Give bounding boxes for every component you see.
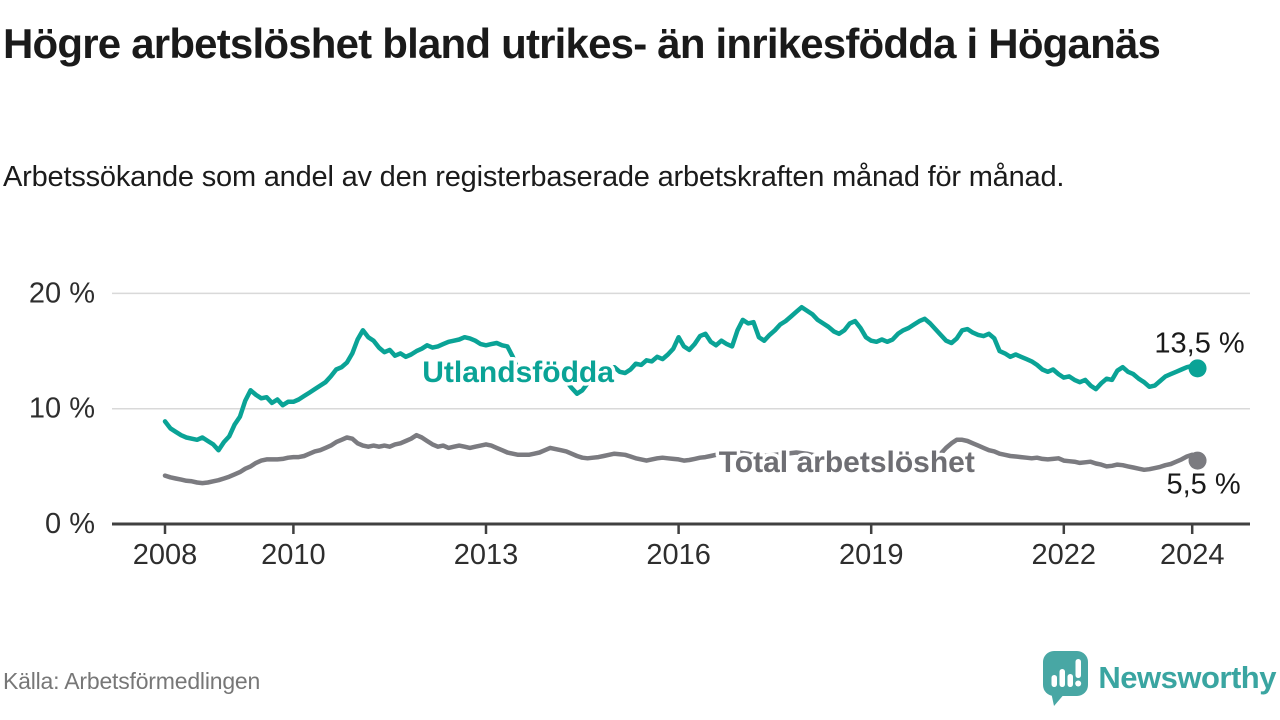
x-tick-label: 2016 — [646, 539, 711, 571]
x-tick-label: 2019 — [839, 539, 904, 571]
newsworthy-logo-icon — [1042, 650, 1090, 707]
series-end-value-label: 13,5 % — [1154, 327, 1244, 359]
page-subtitle: Arbetssökande som andel av den registerb… — [3, 161, 1065, 193]
x-tick-label: 2022 — [1032, 539, 1097, 571]
brand-name: Newsworthy — [1098, 660, 1276, 695]
series-end-dot — [1188, 359, 1207, 378]
series-label-total: Total arbetslöshet — [719, 446, 975, 479]
y-tick-label: 10 % — [29, 393, 95, 425]
x-tick-label: 2013 — [454, 539, 519, 571]
series-end-value-label: 5,5 % — [1166, 469, 1240, 501]
unemployment-line-chart: 0 % 10 % 20 % 2008 2010 2013 2016 2019 2022 2024 U… — [29, 277, 1250, 571]
series-line-utlandsfodda — [162, 304, 1200, 453]
brand-lockup: Newsworthy — [1042, 648, 1276, 708]
page-title: Högre arbetslöshet bland utrikes- än inr… — [3, 20, 1161, 67]
series-label-utlandsfodda: Utlandsfödda — [422, 356, 614, 389]
x-tick-label: 2010 — [261, 539, 326, 571]
series-end-dot — [1188, 451, 1207, 470]
x-tick-label: 2024 — [1160, 539, 1225, 571]
x-tick-label: 2008 — [133, 539, 198, 571]
y-tick-label: 0 % — [45, 508, 95, 540]
series-line-total — [162, 432, 1200, 486]
source-note: Källa: Arbetsförmedlingen — [3, 668, 261, 694]
y-tick-label: 20 % — [29, 277, 95, 309]
